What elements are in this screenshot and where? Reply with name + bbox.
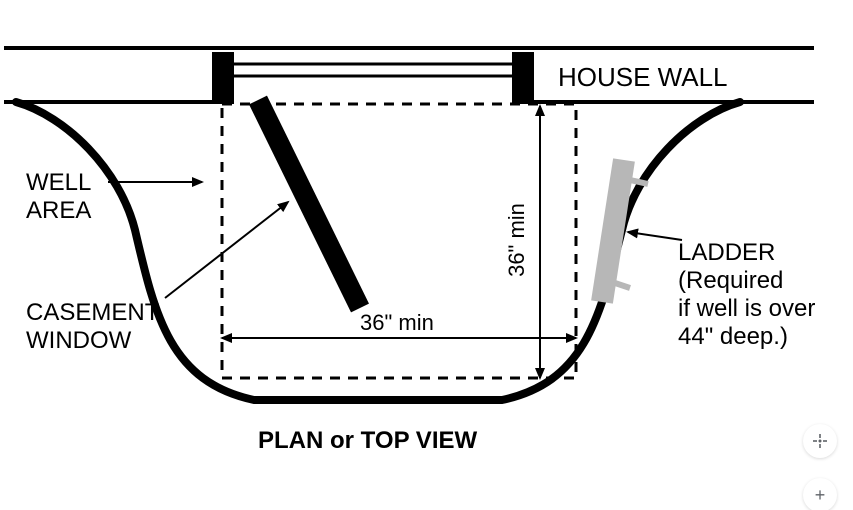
house-wall: HOUSE WALL: [4, 48, 814, 105]
plus-icon: +: [815, 485, 826, 506]
casement-window-callout: CASEMENT WINDOW: [26, 202, 288, 354]
svg-text:(Required: (Required: [678, 267, 783, 294]
ladder-callout: LADDER (Required if well is over 44" dee…: [628, 232, 815, 350]
dimension-width: 36" min: [222, 310, 576, 338]
diagram-title: PLAN or TOP VIEW: [258, 427, 477, 454]
svg-text:AREA: AREA: [26, 197, 91, 224]
svg-text:WINDOW: WINDOW: [26, 327, 132, 354]
dimension-width-label: 36" min: [360, 310, 434, 335]
crosshair-icon: [812, 433, 828, 449]
egress-well-diagram: HOUSE WALL 36" min 36" min WELL AREA CAS…: [0, 0, 853, 510]
svg-text:LADDER: LADDER: [678, 239, 775, 266]
well-outline: [16, 102, 740, 400]
svg-text:44" deep.): 44" deep.): [678, 323, 788, 350]
casement-window-icon: [258, 100, 360, 308]
zoom-in-button[interactable]: +: [803, 478, 837, 510]
svg-text:CASEMENT: CASEMENT: [26, 299, 160, 326]
recenter-button[interactable]: [803, 424, 837, 458]
svg-text:WELL: WELL: [26, 169, 91, 196]
house-wall-label: HOUSE WALL: [558, 62, 728, 92]
dimension-depth-label: 36" min: [504, 203, 529, 277]
svg-text:if well is over: if well is over: [678, 295, 815, 322]
